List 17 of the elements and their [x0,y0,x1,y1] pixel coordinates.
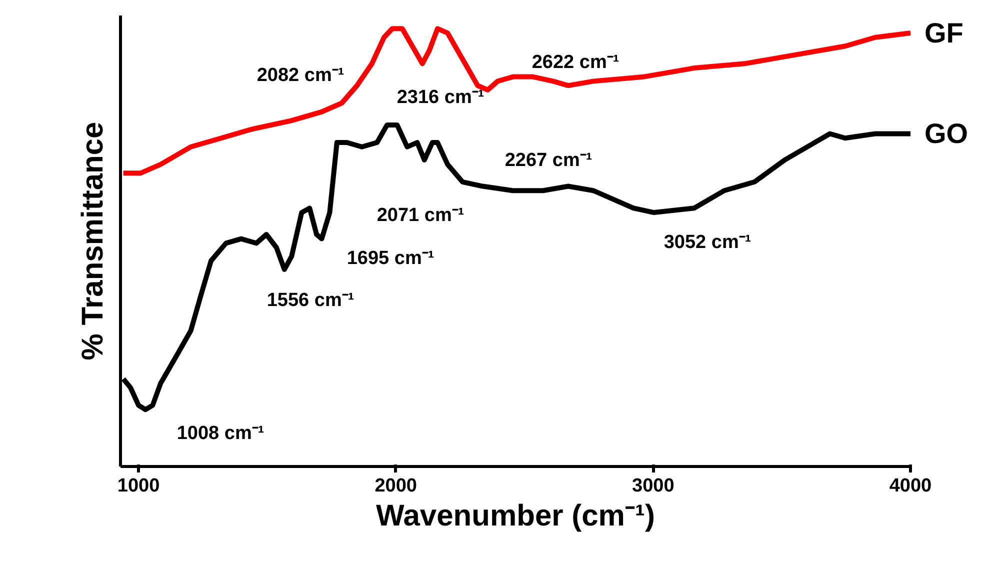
x-tick-label: 4000 [889,476,932,496]
annotation: 3052 cm⁻¹ [664,232,752,253]
series-label: GO [924,118,968,150]
x-tick-label: 2000 [374,476,417,496]
annotation: 2071 cm⁻¹ [376,205,464,226]
y-axis-title: % Transmittance [76,122,110,360]
annotation: 2316 cm⁻¹ [396,87,484,108]
annotation: 2622 cm⁻¹ [532,52,620,73]
x-axis-title: Wavenumber (cm⁻¹) [376,500,655,532]
annotation: 2082 cm⁻¹ [256,65,344,86]
annotation: 2267 cm⁻¹ [504,150,592,171]
x-tick-label: 1000 [117,476,160,496]
annotation: 1695 cm⁻¹ [346,248,434,269]
annotation: 1008 cm⁻¹ [176,423,264,444]
x-tick-label: 3000 [632,476,674,496]
annotation: 1556 cm⁻¹ [266,290,354,311]
series-label: GF [924,18,964,49]
